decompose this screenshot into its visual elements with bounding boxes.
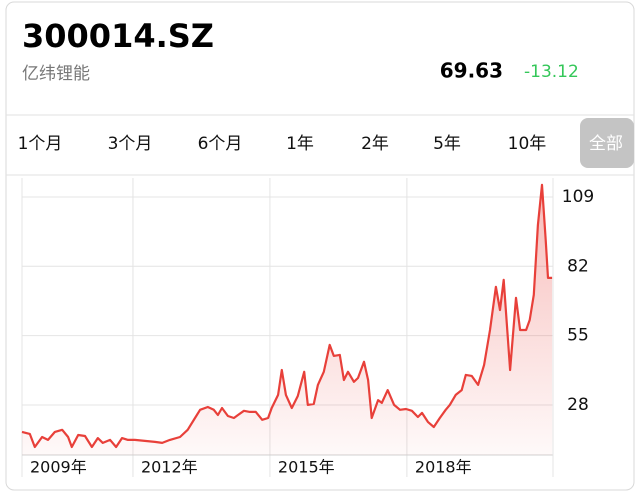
x-tick-label: 2012年	[141, 458, 198, 477]
price: 69.63	[440, 59, 503, 83]
change: -13.12	[524, 62, 579, 82]
x-tick-label: 2018年	[415, 458, 472, 477]
y-tick-label: 109	[562, 187, 594, 207]
tab[interactable]: 1个月	[18, 134, 63, 154]
y-tick-label: 82	[567, 256, 589, 276]
y-tick-label: 28	[567, 395, 589, 415]
tab[interactable]: 3个月	[108, 134, 153, 154]
y-tick-label: 55	[567, 326, 589, 346]
x-tick-label: 2015年	[278, 458, 335, 477]
area	[22, 184, 553, 455]
price-line	[21, 183, 553, 449]
tab[interactable]: 5年	[433, 134, 461, 154]
tab-selected-bg	[580, 118, 634, 168]
tab[interactable]: 10年	[508, 134, 547, 154]
tab[interactable]: 6个月	[198, 134, 243, 154]
x-tick-label: 2009年	[30, 458, 87, 477]
tab[interactable]: 全部	[589, 134, 623, 154]
stock-name: 亿纬锂能	[22, 64, 90, 84]
symbol: 300014.SZ	[22, 17, 214, 55]
card	[5, 1, 635, 491]
tab[interactable]: 2年	[361, 134, 389, 154]
tab[interactable]: 1年	[286, 134, 314, 154]
